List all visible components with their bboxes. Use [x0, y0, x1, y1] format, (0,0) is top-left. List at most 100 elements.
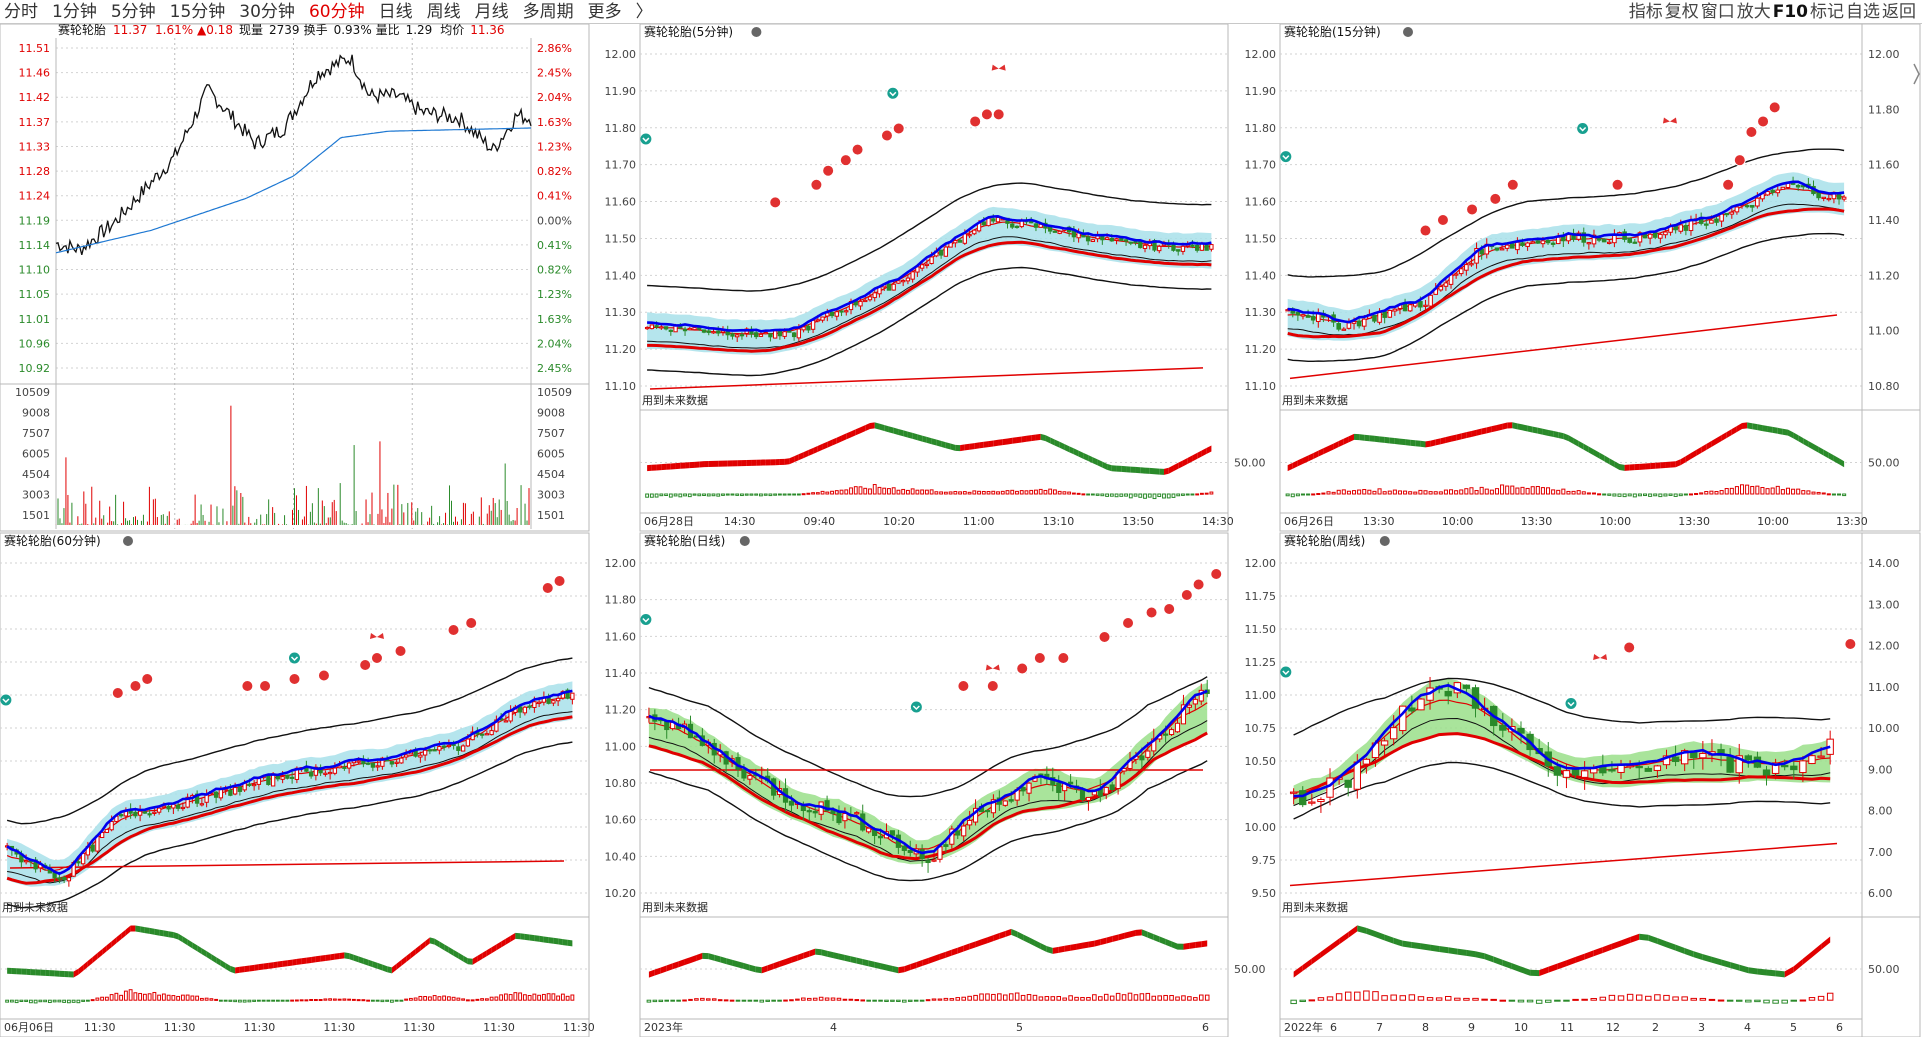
- osc-ribbon: [220, 960, 226, 969]
- period-tab-9[interactable]: 多周期: [522, 2, 574, 22]
- volume-tick-right: 9008: [537, 407, 565, 420]
- time-tick: 11:30: [244, 1021, 276, 1034]
- red-bubble-icon: [129, 680, 142, 692]
- tool-3[interactable]: 放大: [1736, 2, 1771, 22]
- osc-bar: [342, 998, 347, 1001]
- osc-ribbon: [1311, 951, 1321, 965]
- osc-bar: [849, 487, 853, 495]
- osc-bar: [1354, 991, 1361, 1001]
- osc-ribbon: [732, 959, 738, 968]
- candle-body: [175, 804, 181, 809]
- osc-ribbon: [855, 427, 861, 436]
- osc-ribbon: [524, 933, 530, 941]
- osc-ribbon: [1747, 422, 1753, 430]
- tool-6[interactable]: 自选: [1846, 2, 1880, 22]
- candle-body: [289, 776, 295, 779]
- tool-1[interactable]: 复权: [1664, 2, 1699, 22]
- dropdown-icon: [739, 536, 750, 546]
- more-chevron-icon[interactable]: 〉: [635, 2, 653, 22]
- candle-body: [365, 762, 371, 765]
- osc-ribbon: [225, 962, 231, 972]
- red-bubble-icon: [111, 687, 124, 699]
- osc-bar: [290, 999, 295, 1002]
- osc-ribbon: [268, 962, 274, 969]
- period-tab-5[interactable]: 60分钟: [308, 2, 365, 22]
- osc-ribbon: [235, 966, 240, 974]
- osc-ribbon: [737, 460, 742, 467]
- osc-bar: [385, 999, 390, 1002]
- candle-body: [527, 705, 532, 708]
- osc-ribbon: [821, 949, 828, 957]
- osc-ribbon: [87, 956, 93, 967]
- candle-body: [1090, 239, 1096, 242]
- multi-period-chart-grid: 赛轮轮胎 11.37 1.61% ▲0.18 现量 2739 换手 0.93% 量比 1.29 均价…: [0, 24, 1921, 1037]
- osc-ribbon: [981, 937, 988, 946]
- time-tick: 13:50: [1122, 515, 1154, 528]
- price-tick-left: 11.40: [605, 667, 637, 680]
- candle-body: [896, 280, 901, 284]
- osc-bar: [697, 493, 702, 497]
- osc-ribbon: [1357, 925, 1367, 934]
- price-tick: 14.00: [1868, 557, 1900, 570]
- period-tab-1[interactable]: 1分钟: [52, 2, 97, 22]
- osc-bar: [161, 993, 166, 1001]
- osc-ribbon: [832, 437, 837, 446]
- osc-ribbon: [26, 968, 31, 976]
- red-bubble-icon: [822, 164, 835, 177]
- osc-ribbon: [1693, 951, 1703, 961]
- osc-ribbon: [1798, 435, 1804, 445]
- candle-body: [1755, 197, 1760, 207]
- period-tab-7[interactable]: 周线: [426, 2, 461, 22]
- osc-bar: [1076, 492, 1081, 495]
- candle-body: [1002, 800, 1008, 806]
- osc-bar: [180, 994, 185, 1001]
- osc-bar: [1157, 995, 1162, 1001]
- tool-7[interactable]: 返回: [1882, 2, 1916, 22]
- tool-2[interactable]: 窗口: [1700, 2, 1735, 22]
- intraday-panel: 赛轮轮胎 11.37 1.61% ▲0.18 现量 2739 换手 0.93% 量比 1.29 均价…: [0, 24, 590, 532]
- period-tab-2[interactable]: 5分钟: [110, 2, 156, 22]
- osc-bar: [955, 997, 961, 1001]
- period-tab-8[interactable]: 月线: [474, 2, 509, 22]
- osc-ribbon: [334, 953, 340, 960]
- ma-thick-line: [1293, 732, 1831, 800]
- time-tick: 13:10: [1043, 515, 1075, 528]
- osc-ribbon: [1147, 931, 1154, 941]
- osc-bar: [1119, 493, 1124, 497]
- osc-ribbon: [699, 461, 705, 468]
- header-field-8: 量比: [376, 24, 400, 37]
- candle-body: [1699, 752, 1707, 759]
- osc-ribbon: [415, 944, 421, 955]
- period-tab-0[interactable]: 分时: [4, 2, 38, 22]
- osc-bar: [972, 490, 977, 495]
- osc-ribbon: [666, 963, 673, 972]
- candle-body: [806, 810, 812, 813]
- candle-body: [834, 311, 839, 317]
- lower-band-line: [1287, 232, 1845, 362]
- osc-ribbon: [955, 444, 961, 452]
- period-tab-6[interactable]: 日线: [378, 2, 413, 22]
- osc-ribbon: [844, 954, 851, 963]
- period-tab-3[interactable]: 15分钟: [169, 2, 226, 22]
- osc-bar: [1791, 488, 1796, 495]
- header-field-5: 2739: [269, 24, 300, 37]
- osc-ribbon: [1435, 438, 1441, 446]
- osc-ribbon: [869, 422, 875, 430]
- period-tab-10[interactable]: 更多: [587, 2, 622, 22]
- period-tab-4[interactable]: 30分钟: [239, 2, 295, 22]
- osc-bar: [958, 491, 963, 495]
- candle-body: [866, 827, 872, 833]
- osc-bar: [925, 999, 931, 1002]
- tool-0[interactable]: 指标: [1628, 2, 1663, 22]
- candle-body: [1444, 690, 1452, 697]
- chevron-down-icon: [1282, 670, 1290, 676]
- osc-bar: [271, 999, 276, 1002]
- osc-ribbon: [410, 948, 416, 959]
- osc-bar: [81, 999, 86, 1002]
- candle-body: [739, 334, 745, 337]
- osc-bar: [52, 999, 57, 1003]
- tool-5[interactable]: 标记: [1810, 2, 1844, 22]
- week-panel: 赛轮轮胎(周线)14.0013.0012.0011.0010.009.008.0…: [1245, 532, 1921, 1037]
- tool-4[interactable]: F10: [1772, 2, 1808, 22]
- osc-bar: [375, 999, 380, 1002]
